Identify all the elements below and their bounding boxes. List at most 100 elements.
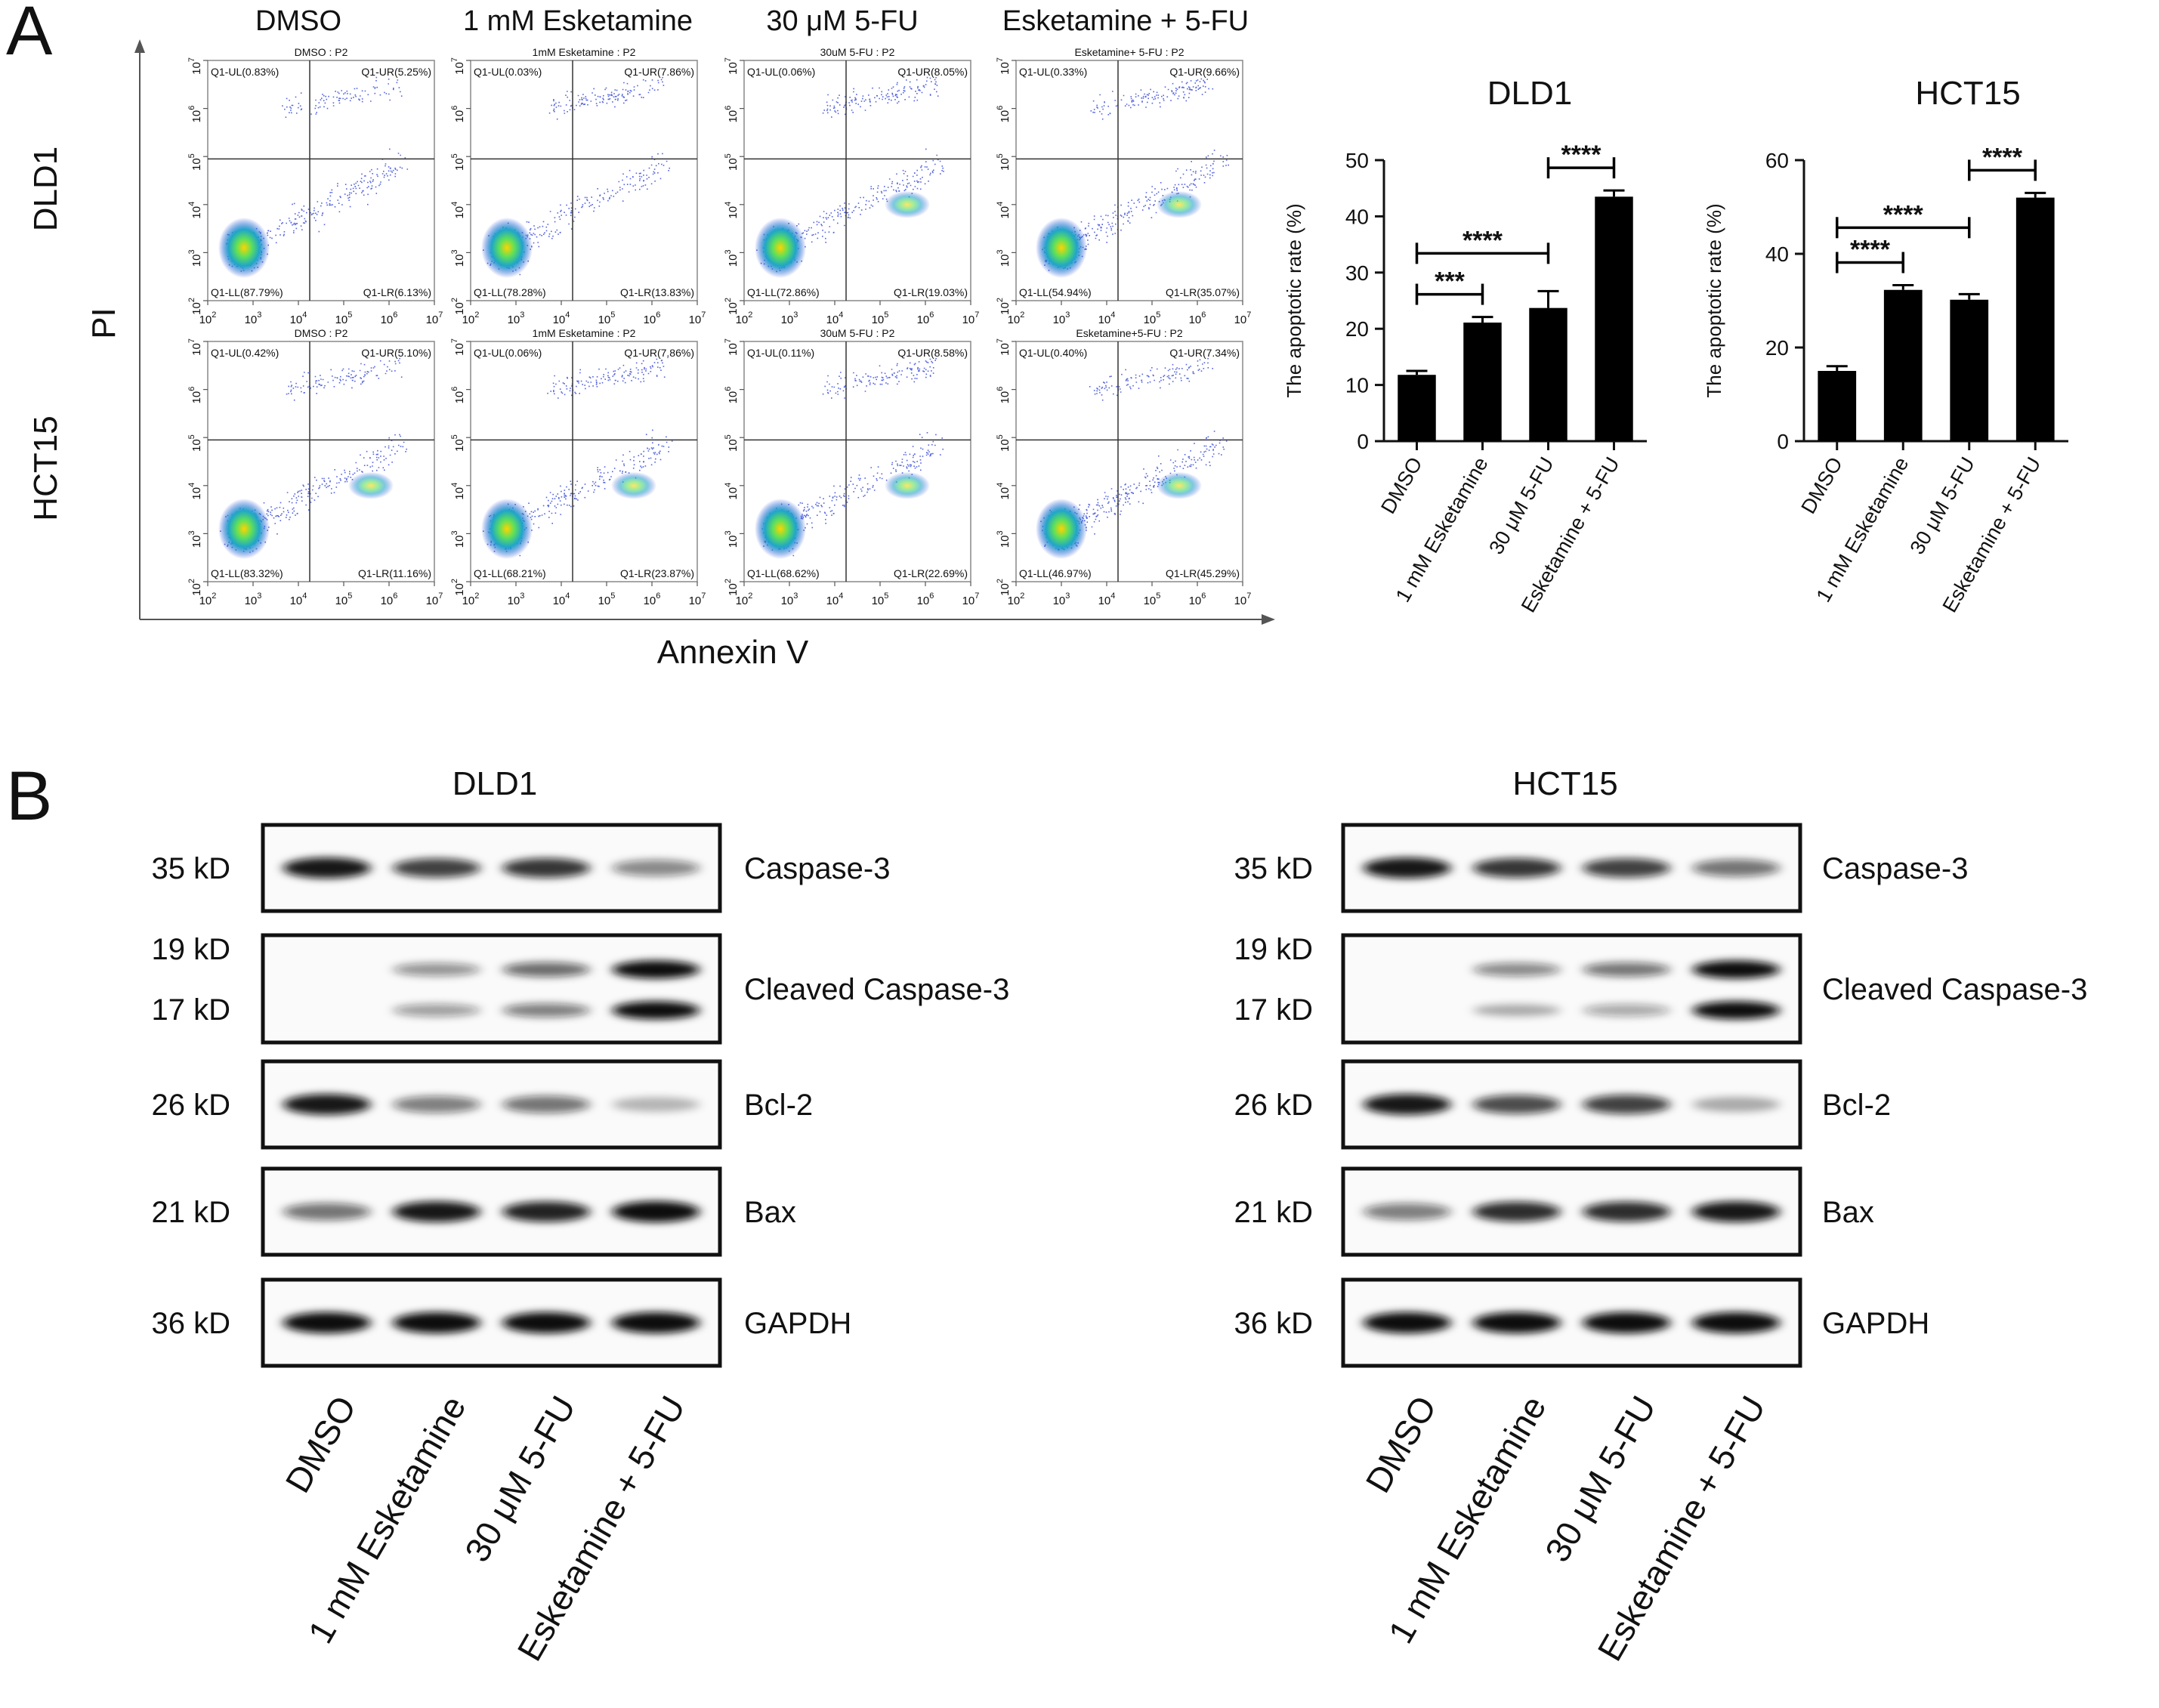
tick-base: 10: [453, 255, 466, 267]
molecular-weight-label: 35 kD: [1234, 852, 1314, 885]
quadrant-ul-label: Q1-UL(0.40%): [1019, 347, 1087, 359]
density-hotspot: [1036, 218, 1087, 279]
protein-band: [502, 1201, 591, 1222]
protein-band: [502, 858, 591, 878]
tick-exponent: 6: [996, 106, 1005, 110]
flow-plot-title: DMSO : P2: [295, 327, 348, 339]
tick-base: 10: [727, 343, 740, 356]
protein-label: Bax: [744, 1196, 796, 1229]
tick-base: 10: [508, 313, 520, 326]
tick-exponent: 5: [347, 310, 352, 320]
flow-dots: [755, 76, 944, 279]
y-tick-label: 102: [724, 298, 740, 315]
y-tick-label: 105: [450, 434, 466, 452]
protein-band: [1692, 1097, 1781, 1112]
density-hotspot: [755, 499, 806, 560]
x-tick-label: 104: [553, 310, 570, 326]
x-tick-label: 103: [1053, 591, 1070, 607]
density-hotspot: [481, 218, 533, 279]
tick-base: 10: [190, 255, 203, 267]
y-tick-label: 107: [996, 338, 1012, 356]
x-tick-label: 104: [1098, 591, 1116, 607]
x-tick-label: DMSO: [1376, 453, 1426, 517]
tick-base: 10: [999, 302, 1012, 315]
x-tick-label: 107: [426, 310, 443, 326]
apoptosis-bar-charts: DLD1 The apoptotic rate (%) 0 10 20 30 40 50 DMS…: [1283, 75, 2068, 616]
protein-band: [283, 1094, 371, 1115]
density-hotspot: [611, 471, 656, 499]
tick-exponent: 6: [393, 310, 397, 320]
density-hotspot: [218, 218, 270, 279]
x-tick-label: 30 μM 5-FU: [1905, 453, 1979, 558]
x-tick-label: 105: [872, 310, 889, 326]
protein-band: [612, 1201, 700, 1222]
flow-plot-title: 30uM 5-FU : P2: [820, 46, 895, 58]
tick-exponent: 6: [996, 387, 1005, 391]
density-hotspot: [218, 499, 270, 560]
tick-exponent: 2: [212, 591, 216, 601]
x-tick-label: 105: [335, 591, 353, 607]
y-tick-label: 104: [450, 202, 466, 219]
blot-strip: 19 kD 17 kD Cleaved Caspase-3: [1234, 933, 2087, 1045]
tick-base: 10: [190, 302, 203, 315]
tick-base: 10: [553, 595, 566, 607]
y-tick-label: 50: [1345, 149, 1369, 172]
tick-exponent: 7: [724, 338, 733, 343]
x-tick-label: 103: [245, 310, 262, 326]
tick-exponent: 5: [450, 153, 459, 158]
molecular-weight-label: 26 kD: [1234, 1089, 1314, 1122]
significance-label: ****: [1982, 143, 2023, 171]
y-tick-label: 20: [1345, 317, 1369, 341]
tick-base: 10: [462, 595, 475, 607]
tick-exponent: 6: [1201, 591, 1206, 601]
tick-base: 10: [689, 313, 702, 326]
western-blot: HCT15 35 kD Caspase-3 19 kD 17 kD Cleaved Cas…: [1234, 765, 2088, 1667]
y-tick-label: 107: [724, 57, 740, 75]
x-tick-label: 104: [290, 310, 307, 326]
protein-band: [283, 1203, 371, 1221]
molecular-weight-label: 35 kD: [152, 852, 231, 885]
y-tick-label: 104: [724, 483, 740, 500]
tick-base: 10: [453, 343, 466, 356]
significance-label: ****: [1462, 226, 1503, 255]
protein-band: [1472, 1095, 1561, 1114]
x-tick-label: DMSO: [1796, 453, 1846, 517]
tick-base: 10: [1053, 595, 1066, 607]
x-tick-label: 107: [689, 591, 706, 607]
tick-exponent: 2: [748, 310, 752, 320]
protein-band: [392, 1201, 480, 1222]
x-tick-label: 105: [598, 591, 616, 607]
tick-exponent: 7: [1246, 591, 1251, 601]
quadrant-ur-label: Q1-UR(8.05%): [897, 66, 968, 78]
quadrant-ur-label: Q1-UR(7.86%): [624, 347, 694, 359]
x-tick-label: 105: [872, 591, 889, 607]
x-tick-label: 106: [381, 591, 398, 607]
molecular-weight-label: 26 kD: [152, 1089, 231, 1122]
x-tick-label: 107: [1234, 591, 1252, 607]
protein-band: [612, 960, 700, 979]
tick-exponent: 6: [724, 387, 733, 391]
y-tick-label: 103: [724, 249, 740, 267]
tick-exponent: 7: [187, 57, 196, 62]
blot-strip: 36 kD GAPDH: [152, 1277, 851, 1368]
blot-cell-line-title: HCT15: [1512, 765, 1617, 802]
tick-exponent: 7: [438, 591, 443, 601]
tick-base: 10: [999, 62, 1012, 75]
y-tick-label: 107: [724, 338, 740, 356]
tick-base: 10: [736, 595, 749, 607]
quadrant-ll-label: Q1-LL(68.21%): [474, 567, 546, 579]
tick-exponent: 5: [610, 310, 615, 320]
flow-plot-title: 30uM 5-FU : P2: [820, 327, 895, 339]
tick-base: 10: [962, 313, 975, 326]
tick-exponent: 5: [724, 153, 733, 158]
tick-base: 10: [453, 62, 466, 75]
y-tick-label: 0: [1777, 430, 1789, 453]
tick-base: 10: [453, 487, 466, 500]
x-tick-label: 107: [962, 591, 980, 607]
quadrant-ll-label: Q1-LL(87.79%): [211, 286, 283, 298]
protein-band: [1363, 857, 1451, 879]
tick-base: 10: [1234, 313, 1247, 326]
x-tick-label: 105: [335, 310, 353, 326]
flow-dots: [755, 357, 944, 560]
